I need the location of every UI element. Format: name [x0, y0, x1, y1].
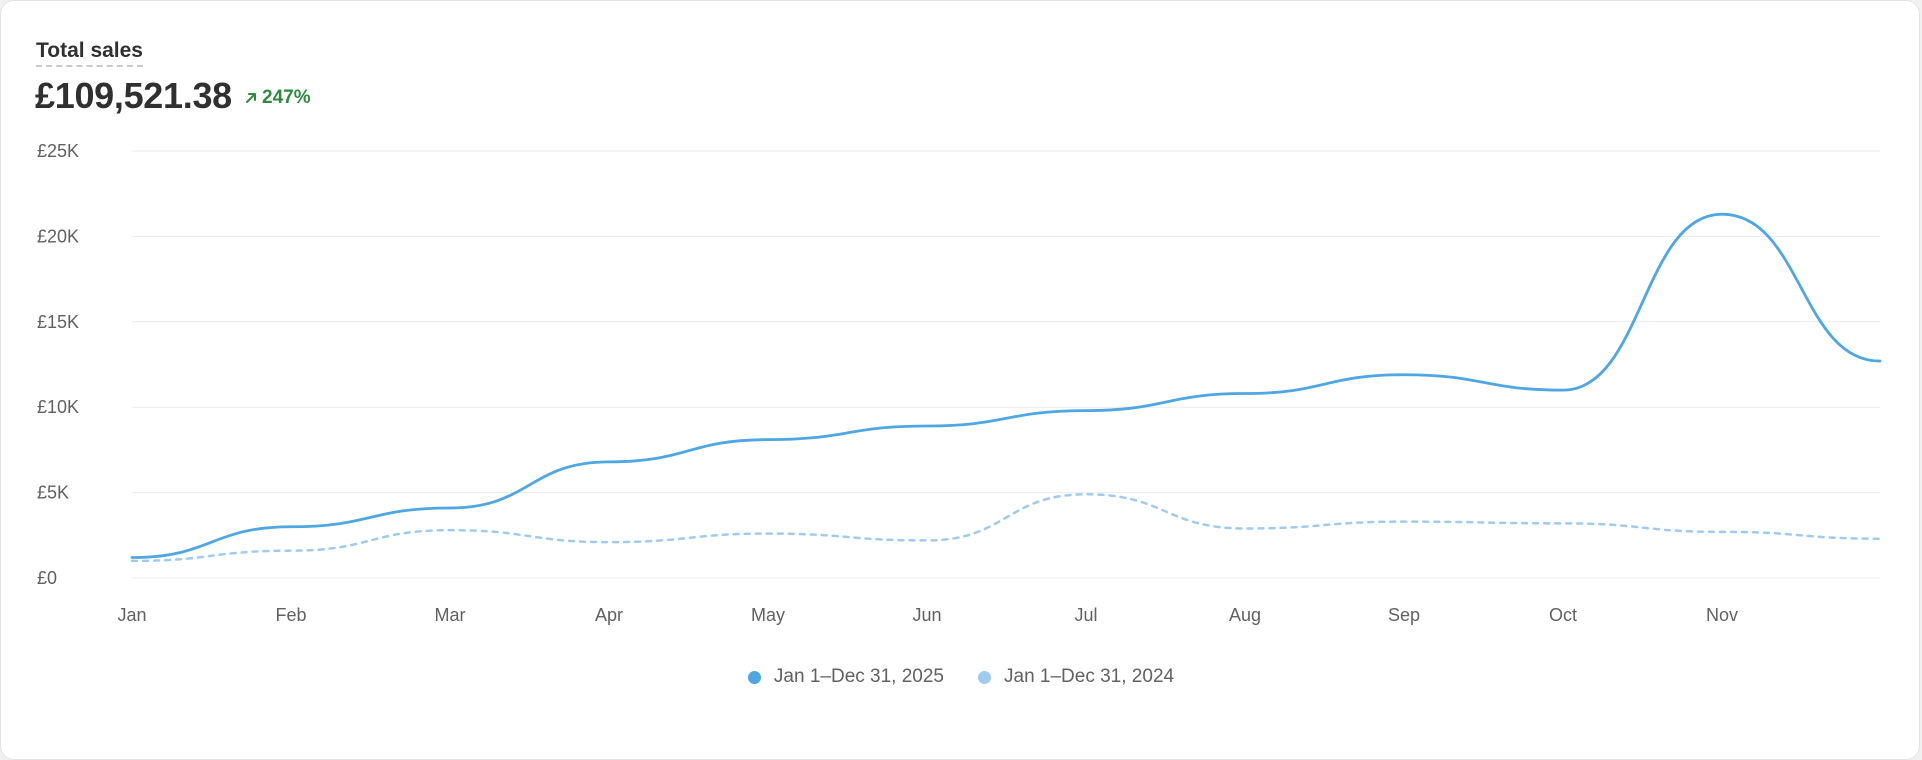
x-tick-label: Oct [1549, 605, 1577, 625]
x-tick-label: Aug [1229, 605, 1261, 625]
y-tick-label: £0 [37, 568, 57, 588]
legend-label-previous: Jan 1–Dec 31, 2024 [1004, 666, 1175, 687]
y-tick-label: £25K [37, 141, 79, 161]
x-tick-label: Mar [435, 605, 466, 625]
change-percent: 247% [262, 87, 311, 108]
legend-dot-current [747, 670, 761, 684]
change-badge: 247% [245, 87, 311, 109]
x-tick-label: Sep [1388, 605, 1420, 625]
x-tick-label: Jan [117, 605, 146, 625]
legend-item-current[interactable]: Jan 1–Dec 31, 2025 [747, 666, 944, 688]
legend-dot-previous [978, 670, 991, 684]
legend-item-previous[interactable]: Jan 1–Dec 31, 2024 [978, 666, 1174, 688]
x-tick-label: Jun [912, 605, 941, 625]
y-tick-label: £10K [37, 397, 79, 417]
series-line-2024 [130, 493, 1882, 563]
x-tick-label: May [751, 605, 785, 625]
card-title[interactable]: Total sales [36, 39, 143, 67]
x-tick-label: Jul [1074, 605, 1097, 625]
series-line-2025 [130, 212, 1882, 559]
y-tick-label: £15K [37, 312, 79, 332]
y-tick-label: £20K [37, 226, 79, 246]
legend-label-current: Jan 1–Dec 31, 2025 [773, 666, 944, 687]
y-tick-label: £5K [37, 483, 69, 503]
arrow-up-right-icon [245, 92, 257, 104]
x-tick-label: Nov [1706, 605, 1738, 625]
x-tick-label: Apr [595, 605, 623, 625]
chart-legend: Jan 1–Dec 31, 2025 Jan 1–Dec 31, 2024 [0, 666, 1922, 688]
x-tick-label: Feb [275, 605, 306, 625]
total-sales-value: £109,521.38 [35, 75, 232, 116]
sales-line-chart: £0 £5K £10K £15K £20K £25K Jan Feb Mar Apr May Jun J… [37, 141, 1882, 625]
